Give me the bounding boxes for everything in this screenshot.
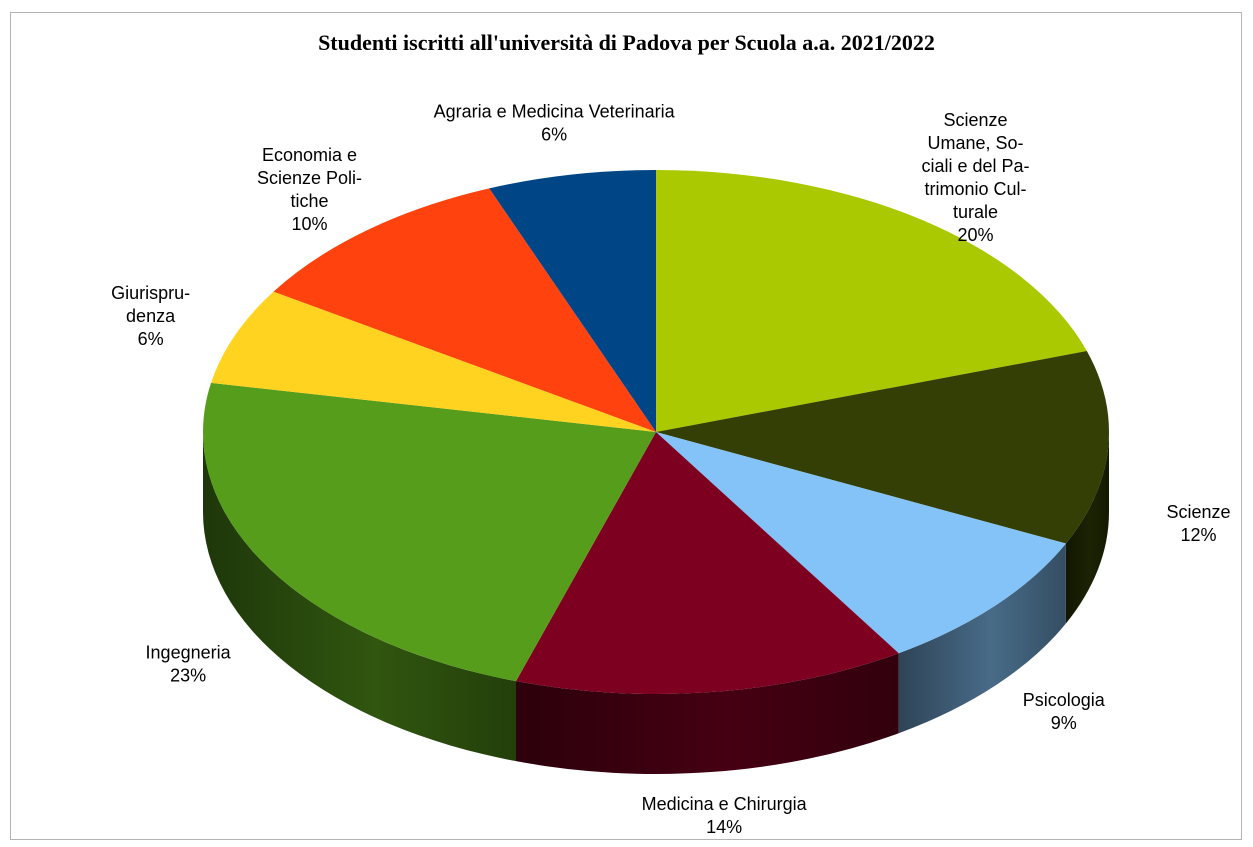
slice-pct-6: 10% — [291, 214, 327, 234]
slice-label-0: Scienze Umane, So-ciali e del Pa-trimonio… — [921, 110, 1029, 245]
slice-label-line: Economia e — [262, 145, 357, 165]
pie-side-2 — [898, 543, 1066, 734]
pie-slice-1 — [656, 351, 1109, 544]
slice-pct-2: 9% — [1051, 713, 1077, 733]
chart-title: Studenti iscritti all'università di Pado… — [318, 30, 935, 55]
slice-label-line: Umane, So- — [927, 133, 1023, 153]
pie-labels: Scienze Umane, So-ciali e del Pa-trimonio… — [111, 101, 1230, 837]
slice-label-3: Medicina e Chirurgia 14% — [642, 794, 808, 837]
pie-slice-6 — [273, 188, 656, 432]
slice-label-line: trimonio Cul- — [925, 179, 1027, 199]
pie-slice-2 — [656, 432, 1066, 654]
pie-side-1 — [1065, 432, 1109, 624]
slice-label-line: Psicologia — [1023, 690, 1106, 710]
slice-label-7: Agraria e Medicina Veterinaria 6% — [434, 101, 676, 144]
slice-label-line: Ingegneria — [146, 642, 232, 662]
pie-side-4 — [203, 432, 517, 762]
slice-label-line: denza — [126, 306, 176, 326]
slice-pct-4: 23% — [170, 665, 206, 685]
pie-side-3 — [516, 653, 899, 774]
pie-side-walls — [203, 432, 1109, 774]
pie-slices — [203, 170, 1109, 694]
slice-label-line: Scienze — [943, 110, 1007, 130]
slice-label-1: Scienze 12% — [1167, 502, 1231, 545]
pie-slice-7 — [489, 170, 656, 432]
slice-label-line: tiche — [290, 191, 328, 211]
slice-pct-1: 12% — [1181, 525, 1217, 545]
slice-label-4: Ingegneria 23% — [146, 642, 232, 685]
slice-pct-7: 6% — [541, 124, 567, 144]
slice-label-line: Scienze — [1167, 502, 1231, 522]
slice-label-line: Agraria e Medicina Veterinaria — [434, 101, 676, 121]
slice-pct-5: 6% — [138, 329, 164, 349]
pie-slice-5 — [211, 291, 657, 432]
slice-label-line: turale — [953, 202, 998, 222]
slice-pct-0: 20% — [958, 225, 994, 245]
slice-label-line: Medicina e Chirurgia — [642, 794, 808, 814]
slice-pct-3: 14% — [706, 817, 742, 837]
pie-slice-0 — [656, 170, 1087, 432]
pie-slice-4 — [203, 382, 656, 682]
slice-label-line: ciali e del Pa- — [921, 156, 1029, 176]
slice-label-5: Giurispru-denza 6% — [111, 283, 190, 349]
slice-label-6: Economia e Scienze Poli-tiche 10% — [257, 145, 362, 234]
slice-label-2: Psicologia 9% — [1023, 690, 1106, 733]
slice-label-line: Scienze Poli- — [257, 168, 362, 188]
slice-label-line: Giurispru- — [111, 283, 190, 303]
pie-slice-3 — [516, 432, 899, 694]
